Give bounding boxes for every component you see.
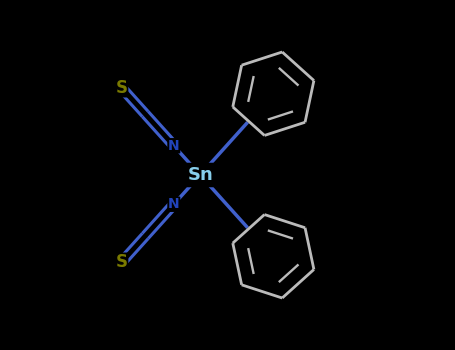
Text: N: N: [168, 197, 180, 211]
Text: S: S: [116, 253, 127, 271]
Text: Sn: Sn: [187, 166, 213, 184]
Text: S: S: [116, 79, 127, 97]
Text: N: N: [168, 139, 180, 153]
